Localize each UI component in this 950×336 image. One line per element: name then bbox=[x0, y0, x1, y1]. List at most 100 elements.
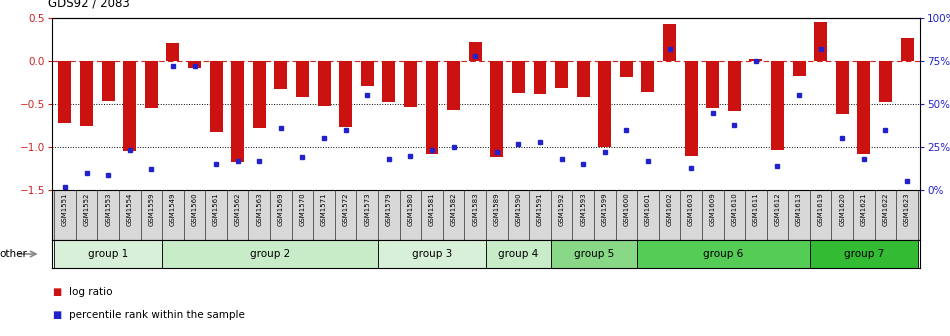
Text: GSM1603: GSM1603 bbox=[688, 193, 694, 226]
Bar bbox=[275, 61, 287, 88]
Bar bbox=[771, 61, 784, 151]
Bar bbox=[619, 61, 633, 77]
Text: GSM1552: GSM1552 bbox=[84, 193, 89, 226]
Bar bbox=[231, 61, 244, 163]
Bar bbox=[598, 61, 611, 147]
Bar bbox=[468, 42, 482, 61]
Bar bbox=[378, 240, 486, 268]
Text: GSM1622: GSM1622 bbox=[883, 193, 888, 226]
Bar bbox=[80, 61, 93, 126]
Bar bbox=[663, 24, 676, 61]
Text: GSM1589: GSM1589 bbox=[494, 193, 500, 226]
Text: GSM1619: GSM1619 bbox=[818, 193, 824, 226]
Bar bbox=[361, 61, 373, 86]
Text: GSM1602: GSM1602 bbox=[667, 193, 673, 226]
Bar bbox=[447, 61, 460, 110]
Bar bbox=[750, 59, 763, 61]
Bar bbox=[728, 61, 741, 111]
Bar bbox=[555, 61, 568, 88]
Bar bbox=[426, 61, 439, 154]
Text: GSM1613: GSM1613 bbox=[796, 193, 802, 226]
Text: GSM1572: GSM1572 bbox=[343, 193, 349, 226]
Bar bbox=[685, 61, 697, 156]
Bar bbox=[54, 240, 162, 268]
Bar bbox=[792, 61, 806, 76]
Bar bbox=[166, 43, 180, 61]
Bar bbox=[810, 240, 918, 268]
Bar bbox=[490, 61, 504, 157]
Text: GSM1620: GSM1620 bbox=[839, 193, 846, 226]
Text: GSM1554: GSM1554 bbox=[126, 193, 133, 226]
Text: GSM1593: GSM1593 bbox=[580, 193, 586, 226]
Text: GSM1592: GSM1592 bbox=[559, 193, 564, 226]
Bar bbox=[641, 61, 655, 92]
Text: GSM1551: GSM1551 bbox=[62, 193, 68, 226]
Text: GSM1562: GSM1562 bbox=[235, 193, 240, 226]
Bar bbox=[486, 240, 551, 268]
Bar bbox=[210, 61, 222, 132]
Text: group 6: group 6 bbox=[703, 249, 744, 259]
Text: other: other bbox=[0, 249, 28, 259]
Text: group 1: group 1 bbox=[88, 249, 128, 259]
Text: GSM1590: GSM1590 bbox=[516, 193, 522, 226]
Text: GSM1561: GSM1561 bbox=[213, 193, 219, 226]
Bar bbox=[879, 61, 892, 102]
Text: ■: ■ bbox=[52, 287, 61, 297]
Bar bbox=[124, 61, 136, 151]
Bar bbox=[858, 61, 870, 154]
Text: ■: ■ bbox=[52, 310, 61, 320]
Bar bbox=[404, 61, 417, 107]
Text: GSM1599: GSM1599 bbox=[601, 193, 608, 226]
Bar bbox=[836, 61, 848, 114]
Text: GSM1569: GSM1569 bbox=[278, 193, 284, 226]
Bar bbox=[102, 61, 115, 100]
Bar bbox=[534, 61, 546, 94]
Bar bbox=[144, 61, 158, 108]
Bar bbox=[901, 38, 914, 61]
Bar bbox=[382, 61, 395, 102]
Text: percentile rank within the sample: percentile rank within the sample bbox=[69, 310, 245, 320]
Bar bbox=[512, 61, 524, 93]
Text: GSM1553: GSM1553 bbox=[105, 193, 111, 226]
Bar bbox=[339, 61, 352, 127]
Text: GSM1591: GSM1591 bbox=[537, 193, 543, 226]
Bar bbox=[317, 61, 331, 106]
Text: GSM1582: GSM1582 bbox=[450, 193, 457, 226]
Text: GSM1609: GSM1609 bbox=[710, 193, 715, 226]
Text: group 5: group 5 bbox=[574, 249, 614, 259]
Text: GSM1601: GSM1601 bbox=[645, 193, 651, 226]
Text: GSM1559: GSM1559 bbox=[148, 193, 154, 226]
Text: group 2: group 2 bbox=[250, 249, 290, 259]
Text: GSM1563: GSM1563 bbox=[256, 193, 262, 226]
Text: GSM1581: GSM1581 bbox=[429, 193, 435, 226]
Text: log ratio: log ratio bbox=[69, 287, 113, 297]
Text: GSM1560: GSM1560 bbox=[192, 193, 198, 226]
Text: GSM1583: GSM1583 bbox=[472, 193, 478, 226]
Text: GSM1549: GSM1549 bbox=[170, 193, 176, 226]
Bar bbox=[814, 22, 827, 61]
Bar bbox=[637, 240, 810, 268]
Text: GSM1600: GSM1600 bbox=[623, 193, 629, 226]
Bar bbox=[706, 61, 719, 108]
Text: GSM1573: GSM1573 bbox=[364, 193, 370, 226]
Text: GSM1621: GSM1621 bbox=[861, 193, 866, 226]
Bar bbox=[162, 240, 378, 268]
Text: group 7: group 7 bbox=[844, 249, 884, 259]
Text: group 4: group 4 bbox=[498, 249, 539, 259]
Bar bbox=[296, 61, 309, 97]
Text: GSM1623: GSM1623 bbox=[904, 193, 910, 226]
Text: GSM1612: GSM1612 bbox=[774, 193, 781, 226]
Text: group 3: group 3 bbox=[412, 249, 452, 259]
Text: GSM1611: GSM1611 bbox=[753, 193, 759, 226]
Bar bbox=[188, 61, 201, 68]
Text: GSM1579: GSM1579 bbox=[386, 193, 391, 226]
Text: GSM1580: GSM1580 bbox=[408, 193, 413, 226]
Text: GSM1571: GSM1571 bbox=[321, 193, 327, 226]
Text: GSM1570: GSM1570 bbox=[299, 193, 306, 226]
Bar bbox=[551, 240, 637, 268]
Bar bbox=[59, 61, 71, 123]
Text: GDS92 / 2083: GDS92 / 2083 bbox=[48, 0, 129, 9]
Bar bbox=[253, 61, 266, 128]
Text: GSM1610: GSM1610 bbox=[732, 193, 737, 226]
Bar bbox=[577, 61, 590, 97]
